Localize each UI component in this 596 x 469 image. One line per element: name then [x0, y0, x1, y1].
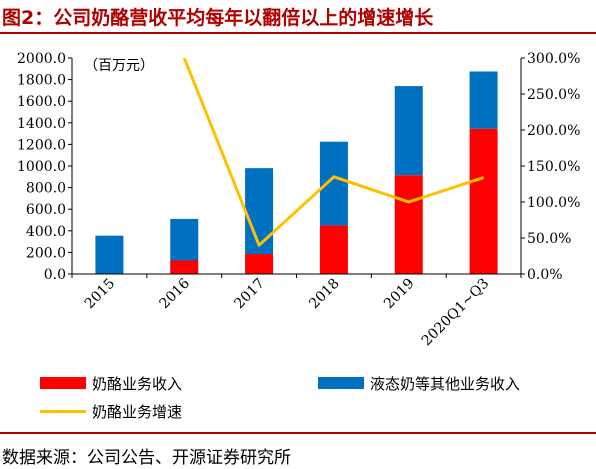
y-tick-label: 400.0	[26, 224, 66, 240]
legend-label-liquid-revenue: 液态奶等其他业务收入	[370, 375, 521, 393]
y-tick-label: 600.0	[26, 202, 66, 218]
x-category-label: 2019	[381, 276, 418, 313]
y-tick-label: 1000.0	[17, 159, 66, 175]
legend-swatch-liquid-revenue	[318, 377, 364, 389]
bar-liquid-revenue	[95, 235, 124, 274]
y2-tick-label: 300.0%	[527, 51, 580, 67]
figure-title-bar: 图2：公司奶酪营收平均每年以翻倍以上的增速增长	[0, 0, 596, 34]
legend-swatch-cheese-revenue	[40, 377, 86, 389]
legend-swatch-cheese-growth	[40, 410, 86, 413]
x-category-label: 2016	[157, 275, 194, 312]
y-tick-label: 2000.0	[17, 51, 66, 67]
y-tick-label: 0.0	[44, 267, 66, 283]
y2-tick-label: 200.0%	[527, 123, 580, 139]
y-tick-label: 200.0	[26, 245, 66, 261]
y-tick-label: 1200.0	[17, 137, 66, 153]
legend-label-cheese-growth: 奶酪业务增速	[92, 403, 183, 421]
y2-tick-label: 250.0%	[527, 87, 580, 103]
y2-tick-label: 100.0%	[527, 195, 580, 211]
x-category-label: 2018	[306, 276, 343, 313]
unit-label: （百万元）	[84, 58, 154, 74]
bar-liquid-revenue	[245, 168, 274, 255]
bar-cheese-revenue	[170, 260, 199, 274]
bar-cheese-revenue	[394, 175, 423, 274]
line-cheese-growth	[182, 58, 485, 247]
y-tick-label: 800.0	[26, 181, 66, 197]
bar-cheese-revenue	[319, 225, 348, 274]
y-tick-label: 1600.0	[17, 94, 66, 110]
x-category-label: 2020Q1~Q3	[419, 276, 493, 350]
x-category-label: 2015	[82, 276, 119, 313]
source-bar: 数据来源：公司公告、开源证券研究所	[0, 432, 596, 469]
figure-title: 图2：公司奶酪营收平均每年以翻倍以上的增速增长	[2, 7, 434, 29]
y2-tick-label: 150.0%	[527, 159, 580, 175]
source-note: 数据来源：公司公告、开源证券研究所	[2, 448, 291, 468]
bar-cheese-revenue	[245, 254, 274, 274]
bar-cheese-revenue	[469, 128, 498, 274]
bar-liquid-revenue	[170, 218, 199, 261]
y-tick-label: 1800.0	[17, 73, 66, 89]
x-category-label: 2017	[231, 276, 268, 313]
y2-tick-label: 0.0%	[527, 267, 563, 283]
chart: 0.0 200.0 400.0 600.0 800.0 1000.0 1200.0 1400.…	[17, 51, 580, 350]
bar-liquid-revenue	[394, 86, 423, 176]
bar-liquid-revenue	[319, 141, 348, 226]
legend-label-cheese-revenue: 奶酪业务收入	[92, 375, 183, 393]
y-tick-label: 1400.0	[17, 116, 66, 132]
bar-liquid-revenue	[469, 71, 498, 129]
y2-tick-label: 50.0%	[527, 231, 571, 247]
